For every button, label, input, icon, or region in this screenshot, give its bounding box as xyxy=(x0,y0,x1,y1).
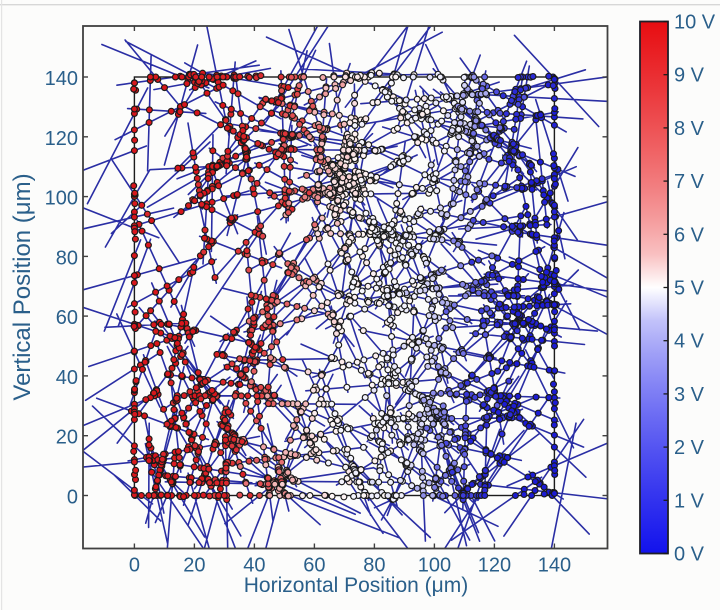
svg-text:7 V: 7 V xyxy=(674,171,705,193)
svg-text:60: 60 xyxy=(56,307,78,329)
svg-text:1 V: 1 V xyxy=(674,490,705,512)
svg-text:Horizontal Position (μm): Horizontal Position (μm) xyxy=(244,574,469,597)
svg-text:10 V: 10 V xyxy=(674,12,716,34)
svg-text:40: 40 xyxy=(243,555,265,577)
svg-text:6 V: 6 V xyxy=(674,224,705,246)
svg-text:20: 20 xyxy=(183,555,205,577)
svg-text:100: 100 xyxy=(45,188,78,210)
svg-text:60: 60 xyxy=(303,555,325,577)
svg-text:3 V: 3 V xyxy=(674,384,705,406)
svg-text:80: 80 xyxy=(363,555,385,577)
svg-text:40: 40 xyxy=(56,367,78,389)
svg-text:0: 0 xyxy=(129,555,140,577)
svg-text:140: 140 xyxy=(45,68,78,90)
svg-text:120: 120 xyxy=(478,555,511,577)
svg-text:5 V: 5 V xyxy=(674,278,705,300)
svg-text:4 V: 4 V xyxy=(674,331,705,353)
svg-text:0 V: 0 V xyxy=(674,544,705,566)
svg-text:9 V: 9 V xyxy=(674,65,705,87)
svg-text:140: 140 xyxy=(538,555,571,577)
svg-text:80: 80 xyxy=(56,247,78,269)
svg-text:Vertical Position (μm): Vertical Position (μm) xyxy=(9,173,36,400)
svg-text:8 V: 8 V xyxy=(674,118,705,140)
svg-text:100: 100 xyxy=(418,555,451,577)
svg-text:120: 120 xyxy=(45,128,78,150)
svg-text:20: 20 xyxy=(56,427,78,449)
svg-text:2 V: 2 V xyxy=(674,437,705,459)
svg-text:0: 0 xyxy=(67,487,78,509)
